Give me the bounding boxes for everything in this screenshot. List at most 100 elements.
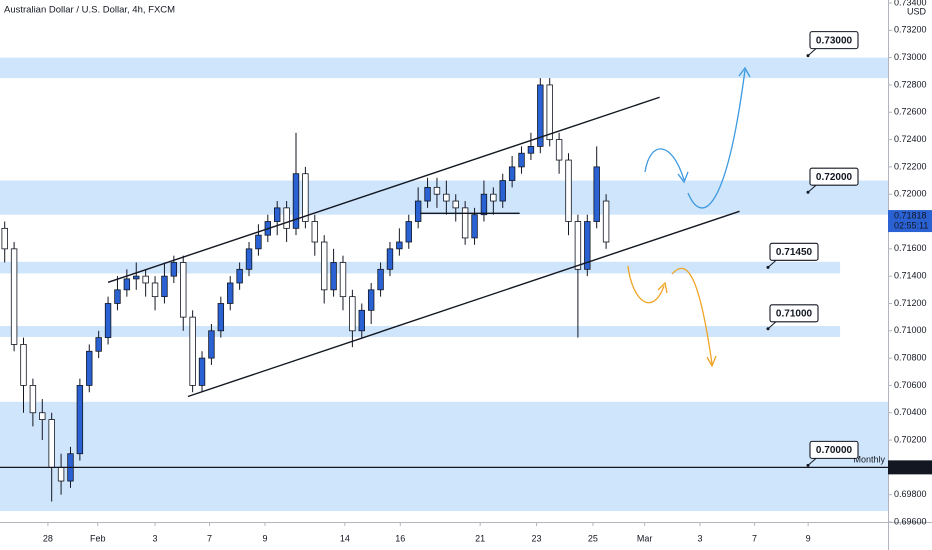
- candle-body: [414, 200, 422, 222]
- candle-body: [114, 289, 121, 304]
- callout-text: 0.71000: [776, 308, 813, 319]
- callout-dot: [806, 463, 810, 467]
- candle-body: [527, 146, 535, 154]
- candle-body: [490, 193, 497, 202]
- candle-body: [330, 262, 337, 291]
- callout-box: [809, 167, 859, 186]
- y-tick-label: 0.72800: [894, 79, 927, 89]
- x-tick-label: 21: [475, 533, 485, 543]
- candle-body: [227, 282, 234, 304]
- candle-body: [217, 303, 225, 332]
- price-label: 0.70000: [894, 462, 927, 472]
- callout-pointer: [767, 259, 777, 268]
- candle-body: [245, 248, 253, 270]
- price-label-box: [888, 460, 932, 475]
- y-tick-label: 0.70200: [894, 434, 927, 444]
- trend-line: [107, 96, 660, 283]
- candle-body: [302, 173, 309, 222]
- candle-body: [602, 200, 610, 243]
- candle-body: [39, 412, 46, 420]
- candle-body: [104, 303, 112, 339]
- candle-body: [555, 139, 563, 161]
- candle-body: [480, 193, 488, 216]
- y-tick-label: 0.71000: [894, 325, 927, 335]
- candle-body: [508, 166, 516, 181]
- callout-text: 0.70000: [816, 445, 853, 456]
- x-tick-label: 28: [43, 533, 53, 543]
- y-tick-label: 0.73400: [894, 0, 927, 7]
- candle-body: [584, 221, 591, 270]
- y-tick-label: 0.70400: [894, 407, 927, 417]
- line-note: Monthly: [853, 455, 885, 465]
- candle-body: [151, 282, 159, 298]
- candle-body: [170, 262, 178, 277]
- candle-body: [574, 221, 582, 270]
- y-tick-label: 0.72200: [894, 161, 927, 171]
- zone: [0, 57, 888, 79]
- x-tick-label: 3: [153, 533, 158, 543]
- candle-body: [208, 330, 215, 359]
- y-tick-label: 0.72000: [894, 189, 927, 199]
- candle-body: [433, 186, 441, 195]
- candle-body: [565, 159, 572, 222]
- y-tick-label: 0.71600: [894, 243, 927, 253]
- candle-body: [29, 385, 37, 414]
- candle-body: [443, 193, 450, 202]
- candle-body: [311, 221, 318, 243]
- x-tick-label: 9: [262, 533, 267, 543]
- candle-body: [358, 309, 365, 332]
- candle-body: [180, 262, 187, 318]
- callout-text: 0.72000: [816, 172, 853, 183]
- x-tick-label: Feb: [90, 533, 106, 543]
- x-tick-label: Mar: [637, 533, 653, 543]
- candle-body: [593, 166, 600, 222]
- chart-title: Australian Dollar / U.S. Dollar, 4h, FXC…: [4, 5, 175, 16]
- candle-body: [367, 289, 375, 311]
- callout-dot: [806, 54, 810, 58]
- zones: [0, 57, 888, 512]
- x-tick-label: 23: [532, 533, 542, 543]
- candle-body: [405, 221, 412, 243]
- orange-arrow: [627, 265, 665, 304]
- candle-body: [349, 296, 356, 332]
- callout-dot: [806, 190, 810, 194]
- orange-arrowhead: [706, 355, 717, 368]
- candle-body: [546, 84, 553, 140]
- candle-body: [10, 248, 18, 345]
- last-price-box: [888, 210, 932, 233]
- axes: 0.73400 0.73200 0.73000 0.72800 0.72600 0.724…: [43, 0, 932, 543]
- zone: [0, 401, 888, 512]
- candle-body: [518, 152, 525, 168]
- trend-line: [187, 210, 740, 398]
- candle-body: [274, 207, 281, 222]
- callout-dot: [766, 327, 770, 331]
- candle-body: [1, 227, 8, 250]
- callout-box: [769, 304, 819, 323]
- y-tick-label: 0.73200: [894, 25, 927, 35]
- x-tick-label: 16: [395, 533, 405, 543]
- candle-body: [20, 344, 27, 386]
- blue-arrow: [644, 148, 685, 181]
- callout-box: [769, 242, 819, 261]
- callout-box: [809, 440, 859, 459]
- callout-text: 0.71450: [776, 247, 813, 258]
- callout-pointer: [807, 48, 817, 57]
- candle-body: [198, 357, 206, 386]
- candle-body: [499, 180, 506, 202]
- callout-pointer: [807, 184, 817, 193]
- x-tick-label: 9: [806, 533, 811, 543]
- callout-text: 0.73000: [816, 35, 853, 46]
- candle-body: [461, 207, 469, 239]
- y-tick-label: 0.71400: [894, 271, 927, 281]
- candle-body: [386, 248, 394, 270]
- callout-pointer: [767, 321, 777, 330]
- callouts: 0.73000 0.72000 0.71450 0.71000 0.70000: [766, 31, 859, 467]
- zone: [0, 326, 841, 337]
- callout-pointer: [807, 457, 817, 466]
- candle-body: [471, 214, 478, 239]
- candle-body: [57, 466, 65, 482]
- candle-body: [189, 316, 196, 386]
- last-price-label: 0.71818: [894, 210, 927, 220]
- candle-body: [452, 200, 459, 209]
- y-tick-label: 0.70800: [894, 352, 927, 362]
